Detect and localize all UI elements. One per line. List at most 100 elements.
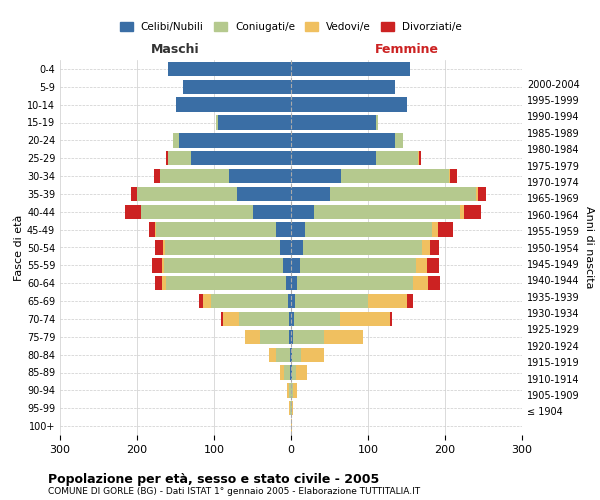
Bar [260,330,289,344]
Bar [291,187,329,201]
Bar [449,169,451,183]
Bar [419,151,421,166]
Bar [166,151,168,166]
Bar [291,80,395,94]
Bar [297,276,413,290]
Bar [340,312,391,326]
Bar [229,169,291,183]
Bar [163,276,166,290]
Bar [168,62,291,76]
Bar [290,401,291,415]
Bar [368,294,407,308]
Bar [137,187,237,201]
Bar [291,276,297,290]
Bar [293,330,324,344]
Bar [160,169,229,183]
Bar [289,312,291,326]
Bar [291,116,376,130]
Bar [287,383,289,398]
Bar [291,151,376,166]
Bar [155,240,163,254]
Bar [183,80,291,94]
Bar [296,366,307,380]
Bar [283,258,291,272]
Bar [314,204,460,219]
Bar [165,240,280,254]
Bar [302,240,422,254]
Bar [301,348,324,362]
Bar [154,169,160,183]
Bar [291,312,294,326]
Bar [288,294,291,308]
Bar [199,294,203,308]
Bar [179,133,291,148]
Bar [292,401,293,415]
Bar [152,258,161,272]
Bar [430,240,439,254]
Bar [164,258,283,272]
Bar [131,187,137,201]
Bar [329,187,476,201]
Bar [286,276,291,290]
Bar [141,204,253,219]
Bar [203,294,211,308]
Bar [292,348,301,362]
Bar [422,240,430,254]
Bar [239,312,289,326]
Bar [324,330,362,344]
Bar [460,204,464,219]
Bar [155,276,163,290]
Bar [176,98,291,112]
Bar [341,169,449,183]
Bar [291,330,293,344]
Bar [223,312,239,326]
Bar [269,348,277,362]
Bar [428,276,440,290]
Bar [125,204,141,219]
Bar [438,222,454,237]
Bar [161,258,164,272]
Bar [291,258,300,272]
Text: Femmine: Femmine [374,44,439,56]
Bar [218,116,291,130]
Bar [427,258,439,272]
Bar [376,116,378,130]
Bar [245,330,260,344]
Bar [294,312,340,326]
Text: Maschi: Maschi [151,44,200,56]
Bar [290,366,291,380]
Text: COMUNE DI GORLE (BG) - Dati ISTAT 1° gennaio 2005 - Elaborazione TUTTITALIA.IT: COMUNE DI GORLE (BG) - Dati ISTAT 1° gen… [48,488,420,496]
Bar [191,151,291,166]
Bar [289,330,291,344]
Y-axis label: Fasce di età: Fasce di età [14,214,24,280]
Bar [407,294,413,308]
Bar [291,169,341,183]
Legend: Celibi/Nubili, Coniugati/e, Vedovi/e, Divorziati/e: Celibi/Nubili, Coniugati/e, Vedovi/e, Di… [120,22,462,32]
Bar [291,62,410,76]
Bar [221,312,223,326]
Bar [305,222,432,237]
Bar [413,276,428,290]
Bar [291,348,292,362]
Bar [291,294,295,308]
Bar [253,204,291,219]
Bar [280,240,291,254]
Bar [291,401,292,415]
Bar [300,258,416,272]
Bar [149,222,155,237]
Bar [237,187,291,201]
Bar [163,240,165,254]
Bar [168,151,191,166]
Bar [464,204,481,219]
Bar [451,169,457,183]
Bar [289,383,291,398]
Bar [173,133,179,148]
Bar [156,222,275,237]
Bar [291,366,292,380]
Bar [289,401,290,415]
Bar [291,240,302,254]
Bar [155,222,156,237]
Bar [478,187,486,201]
Bar [217,116,218,130]
Bar [476,187,478,201]
